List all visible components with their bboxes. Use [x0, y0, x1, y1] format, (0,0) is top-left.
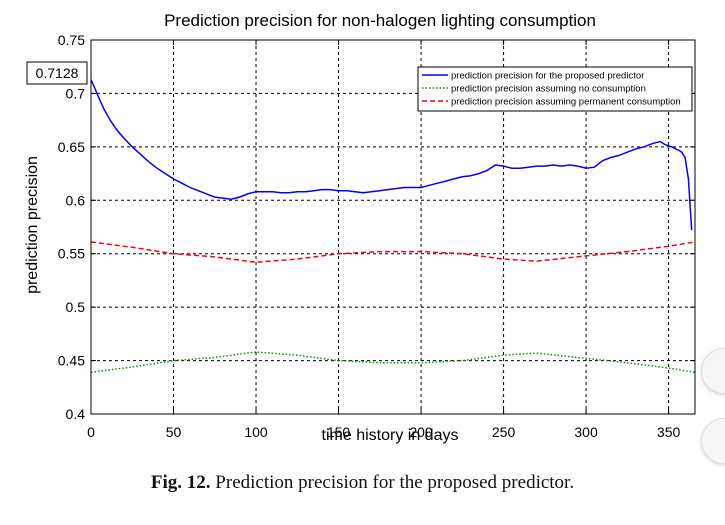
x-tick-label: 250: [492, 424, 516, 440]
y-tick-label: 0.6: [66, 192, 86, 208]
series-layer: [90, 79, 696, 374]
annotation-box: 0.7128: [26, 61, 88, 85]
x-tick-label: 0: [87, 424, 95, 440]
x-axis-label: time history in days: [322, 427, 459, 444]
series-line-no-consumption: [90, 351, 696, 374]
y-tick-label: 0.5: [66, 299, 86, 315]
y-tick-label: 0.7: [66, 85, 86, 101]
x-tick-label: 350: [657, 424, 681, 440]
figure-caption: Fig. 12. Prediction precision for the pr…: [0, 472, 725, 494]
chart-title: Prediction precision for non-halogen lig…: [164, 11, 596, 30]
annotation-value: 0.7128: [36, 65, 79, 81]
x-tick-label: 300: [574, 424, 598, 440]
legend-label: prediction precision for the proposed pr…: [451, 71, 644, 82]
caption-text: Prediction precision for the proposed pr…: [210, 472, 575, 493]
y-tick-label: 0.75: [58, 32, 85, 48]
x-tick-label: 100: [244, 424, 268, 440]
x-tick-label: 50: [166, 424, 182, 440]
y-tick-label: 0.55: [58, 246, 85, 262]
y-tick-label: 0.45: [58, 353, 85, 369]
legend-label: prediction precision assuming no consump…: [451, 84, 646, 95]
series-line-proposed-predictor: [90, 79, 693, 231]
x-axis-ticks: 0 50 100 150 200 250 300 350: [87, 40, 680, 440]
x-tick-label: 150: [327, 424, 351, 440]
y-axis-ticks: 0.4 0.45 0.5 0.55 0.6 0.65 0.7 0.75: [58, 32, 695, 422]
plot-frame: [90, 39, 696, 415]
legend-label: prediction precision assuming permanent …: [451, 97, 681, 108]
x-tick-label: 200: [409, 424, 433, 440]
line-chart: Prediction precision for non-halogen lig…: [24, 11, 696, 444]
series-line-permanent-consumption: [90, 241, 696, 264]
y-tick-label: 0.4: [66, 406, 86, 422]
y-tick-label: 0.65: [58, 139, 85, 155]
y-axis-label: prediction precision: [24, 156, 41, 294]
legend-box: [417, 66, 693, 112]
caption-label: Fig. 12.: [150, 472, 211, 493]
legend: prediction precision for the proposed pr…: [417, 66, 693, 112]
